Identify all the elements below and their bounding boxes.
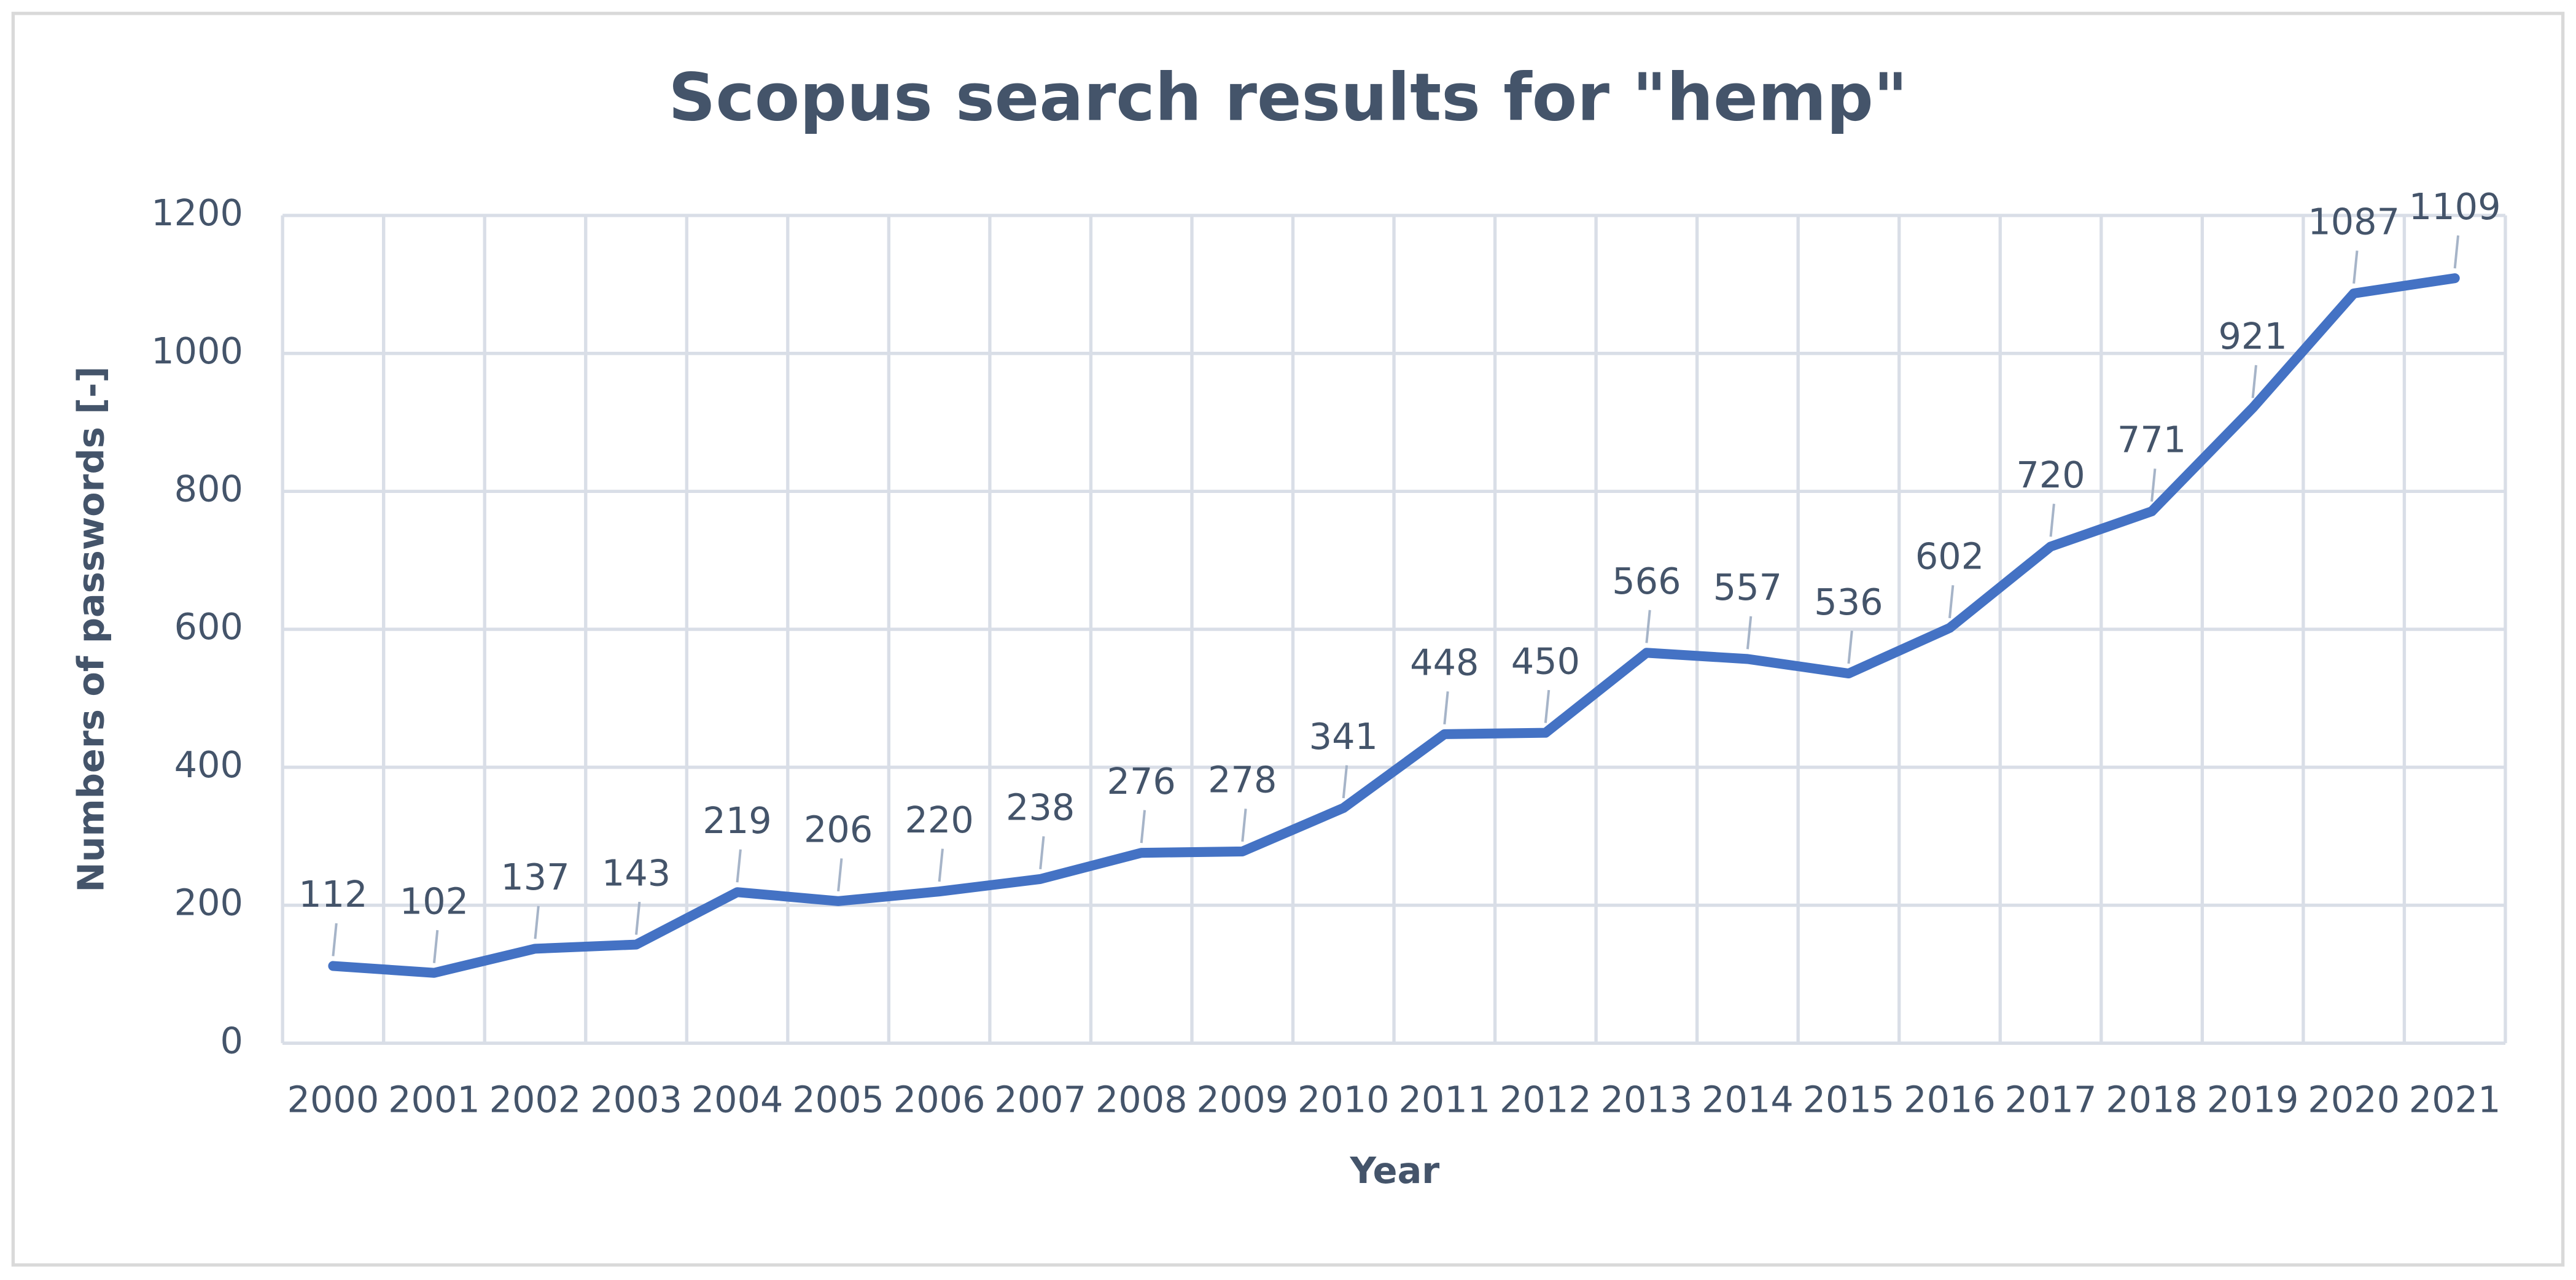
data-label: 206: [804, 809, 873, 851]
leader-line: [1746, 616, 1753, 650]
x-tick-label: 2012: [1500, 1079, 1592, 1121]
x-tick-label: 2005: [792, 1079, 884, 1121]
x-tick-label: 2006: [893, 1079, 986, 1121]
data-label: 137: [500, 856, 569, 898]
data-label: 1087: [2308, 201, 2400, 243]
data-label: 341: [1309, 715, 1378, 758]
y-tick-label: 800: [174, 467, 243, 510]
leader-line: [2453, 235, 2460, 269]
leader-line: [635, 901, 641, 935]
x-tick-label: 2010: [1298, 1079, 1390, 1121]
data-label: 536: [1814, 581, 1883, 623]
leader-line: [1039, 836, 1045, 870]
data-label: 238: [1006, 786, 1075, 829]
x-tick-label: 2014: [1702, 1079, 1794, 1121]
x-tick-label: 2009: [1196, 1079, 1288, 1121]
x-tick-label: 2001: [388, 1079, 480, 1121]
y-tick-label: 1200: [151, 192, 243, 234]
x-tick-label: 2003: [590, 1079, 682, 1121]
data-label: 557: [1713, 566, 1782, 608]
data-label: 450: [1511, 640, 1580, 682]
leader-line: [1544, 689, 1551, 723]
data-label: 602: [1915, 535, 1984, 578]
x-tick-label: 2013: [1601, 1079, 1693, 1121]
leader-line: [2251, 365, 2257, 398]
data-label: 720: [2016, 454, 2085, 496]
leader-line: [432, 929, 439, 963]
leader-line: [736, 849, 742, 883]
y-tick-label: 1000: [151, 330, 243, 372]
y-tick-label: 400: [174, 743, 243, 786]
x-tick-label: 2021: [2409, 1079, 2501, 1121]
data-label: 276: [1107, 760, 1176, 802]
leader-line: [837, 858, 843, 891]
x-tick-label: 2017: [2005, 1079, 2097, 1121]
leader-line: [1241, 809, 1247, 842]
chart-border: [11, 12, 2565, 1267]
data-label: 921: [2218, 315, 2287, 357]
x-tick-label: 2019: [2207, 1079, 2299, 1121]
y-axis-label: Numbers of passwords [-]: [70, 367, 112, 893]
data-label: 448: [1410, 642, 1479, 684]
y-tick-label: 0: [220, 1019, 243, 1061]
x-tick-label: 2008: [1095, 1079, 1188, 1121]
leader-line: [2150, 468, 2157, 502]
x-tick-label: 2020: [2308, 1079, 2400, 1121]
leader-line: [1847, 630, 1853, 664]
x-tick-label: 2000: [287, 1079, 379, 1121]
y-tick-label: 600: [174, 605, 243, 648]
data-label: 102: [400, 880, 469, 922]
x-tick-label: 2015: [1803, 1079, 1895, 1121]
data-label: 219: [702, 799, 771, 842]
data-label: 220: [905, 799, 973, 841]
data-label: 771: [2117, 419, 2186, 461]
data-line: [328, 273, 2460, 978]
leader-line: [1342, 765, 1348, 799]
data-label: 278: [1208, 759, 1277, 801]
leader-line: [1443, 691, 1449, 725]
x-tick-label: 2007: [994, 1079, 1086, 1121]
leader-line: [534, 906, 540, 939]
data-label: 566: [1612, 560, 1681, 602]
x-axis-label: Year: [1349, 1149, 1439, 1192]
x-tick-label: 2004: [691, 1079, 784, 1121]
y-tick-label: 200: [174, 882, 243, 924]
x-tick-label: 2016: [1904, 1079, 1996, 1121]
leader-line: [1140, 810, 1146, 844]
data-label: 143: [602, 851, 671, 894]
leader-line: [332, 923, 338, 956]
chart-title: Scopus search results for "hemp": [668, 60, 1907, 136]
x-tick-label: 2018: [2106, 1079, 2198, 1121]
leader-line: [1948, 585, 1955, 619]
x-tick-label: 2011: [1398, 1079, 1490, 1121]
data-label: 1109: [2409, 185, 2501, 228]
leader-line: [2352, 250, 2359, 284]
x-tick-label: 2002: [489, 1079, 582, 1121]
leader-line: [1645, 610, 1651, 643]
leader-line: [2049, 503, 2055, 537]
leader-line: [938, 848, 944, 882]
data-label: 112: [298, 873, 367, 915]
